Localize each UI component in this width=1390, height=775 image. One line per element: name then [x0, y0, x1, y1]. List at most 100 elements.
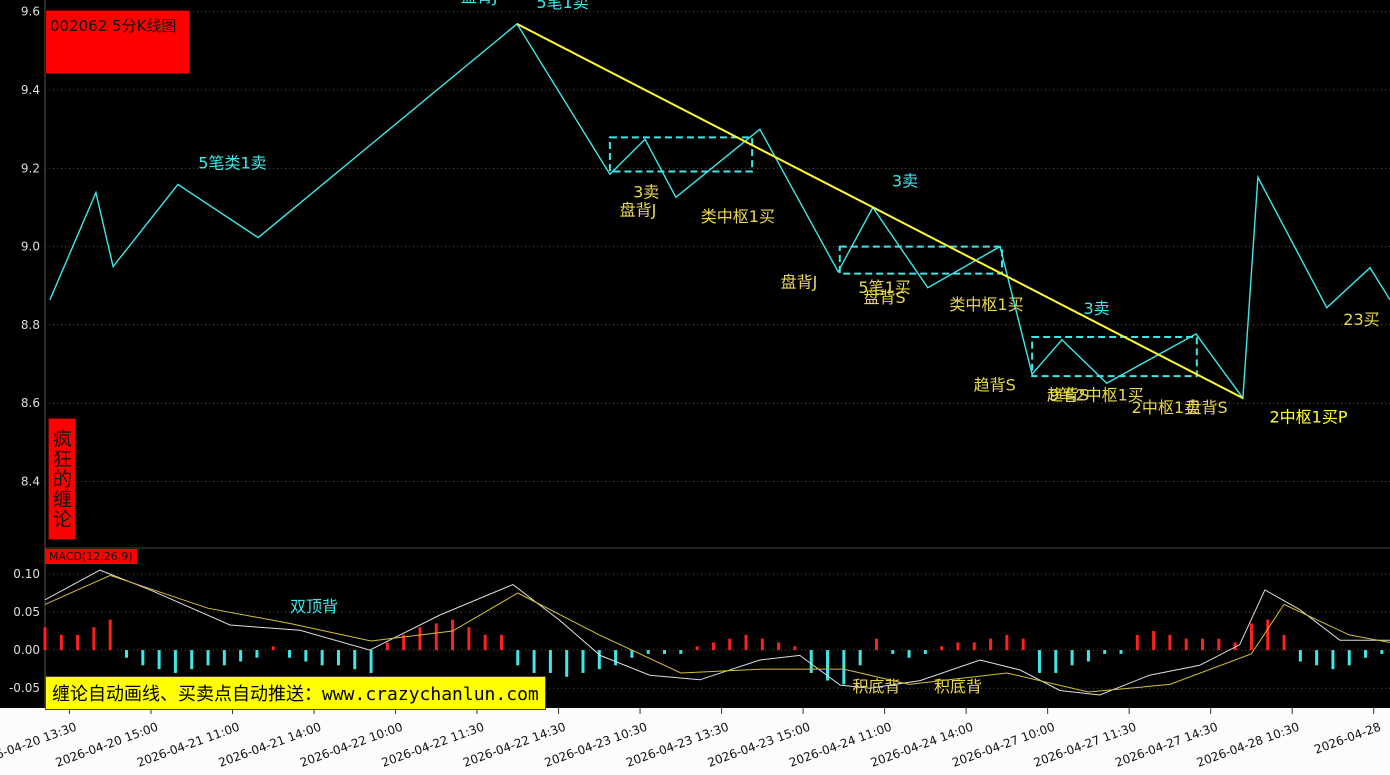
macd-bar	[744, 634, 748, 651]
macd-bar	[320, 650, 324, 666]
macd-bar	[956, 642, 960, 651]
macd-bar	[874, 638, 878, 651]
macd-bar	[402, 634, 406, 651]
macd-bar	[565, 650, 569, 677]
macd-bar	[1266, 619, 1270, 651]
macd-bar	[369, 650, 373, 673]
y-tick-label: 0.10	[13, 567, 40, 581]
macd-bar	[809, 650, 813, 673]
macd-bar	[663, 650, 667, 654]
macd-bar	[288, 650, 292, 658]
macd-bar	[1054, 650, 1058, 673]
macd-bar	[646, 650, 650, 654]
annotation: 23买	[1343, 310, 1379, 329]
macd-bar	[1005, 634, 1009, 651]
macd-bar	[76, 634, 80, 651]
macd-bar	[1086, 650, 1090, 662]
annotation: 5笔类1卖	[198, 153, 266, 172]
y-tick-label: 0.00	[13, 643, 40, 657]
macd-bar	[1021, 638, 1025, 651]
y-tick-label: -0.05	[9, 681, 40, 695]
macd-bar	[1364, 650, 1368, 658]
indicator-title: MACD(12,26,9)	[45, 549, 137, 564]
macd-bar	[858, 650, 862, 666]
macd-bar	[581, 650, 585, 673]
hub-box	[608, 136, 754, 173]
macd-bar	[842, 650, 846, 685]
y-tick-label: 9.6	[21, 5, 40, 19]
macd-bar	[989, 638, 993, 651]
macd-bar	[711, 642, 715, 651]
plot-background	[0, 0, 1390, 708]
macd-bar	[1037, 650, 1041, 673]
macd-bar	[353, 650, 357, 670]
macd-bar	[271, 646, 275, 651]
macd-bar	[125, 650, 129, 658]
macd-bar	[59, 634, 63, 651]
macd-bar	[483, 634, 487, 651]
macd-bar	[255, 650, 259, 658]
macd-bar	[940, 646, 944, 651]
macd-bar	[157, 650, 161, 670]
annotation: 盘背S	[1186, 398, 1228, 417]
macd-bar	[777, 642, 781, 651]
macd-bar	[418, 627, 422, 651]
annotation: 双顶背	[290, 597, 338, 616]
macd-bar	[548, 650, 552, 673]
hub-box	[1031, 336, 1198, 378]
macd-bar	[972, 642, 976, 651]
macd-bar	[92, 627, 96, 651]
y-tick-label: 9.2	[21, 161, 40, 175]
macd-bar	[222, 650, 226, 666]
macd-bar	[239, 650, 243, 662]
macd-bar	[1315, 650, 1319, 666]
macd-bar	[695, 646, 699, 651]
annotation: 3卖	[892, 172, 918, 191]
macd-bar	[1331, 650, 1335, 670]
annotation: 9笔2中枢1买	[1049, 385, 1144, 404]
macd-bar	[434, 623, 438, 651]
macd-bar	[1298, 650, 1302, 662]
macd-bar	[304, 650, 308, 662]
macd-bar	[1282, 634, 1286, 651]
hub-box	[838, 245, 1003, 275]
macd-bar	[532, 650, 536, 673]
y-tick-label: 8.8	[21, 318, 40, 332]
macd-bar	[630, 650, 634, 658]
macd-bar	[499, 634, 503, 651]
annotation: 类中枢1买	[949, 295, 1023, 314]
annotation: 盘背J	[781, 273, 818, 292]
macd-bar	[108, 619, 112, 651]
annotation: 2中枢1买P	[1269, 408, 1347, 427]
annotation: 2中枢1卖	[1132, 398, 1200, 417]
macd-bar	[1249, 623, 1253, 651]
macd-bar	[614, 650, 618, 666]
macd-bar	[1217, 638, 1221, 651]
macd-bar	[597, 650, 601, 670]
macd-line	[44, 569, 1390, 696]
macd-bar	[1070, 650, 1074, 666]
y-tick-label: 8.6	[21, 396, 40, 410]
macd-bar	[1347, 650, 1351, 666]
macd-bar	[1184, 638, 1188, 651]
annotation: 5笔1卖	[536, 0, 588, 12]
macd-bar	[826, 650, 830, 681]
annotation: 盘背J	[620, 200, 657, 219]
annotation: 盘背S	[864, 288, 906, 307]
macd-bar	[1201, 638, 1205, 651]
banner: 缠论自动画线、买卖点自动推送：www.crazychanlun.com	[45, 676, 546, 710]
side-label: 疯狂的缠论	[48, 418, 76, 540]
macd-bar	[923, 650, 927, 654]
macd-bar	[1152, 631, 1156, 651]
annotation: 3卖	[633, 183, 659, 202]
macd-bar	[336, 650, 340, 666]
macd-bar	[679, 650, 683, 654]
annotation: 盘背J	[461, 0, 498, 6]
macd-line	[44, 574, 1390, 693]
macd-bar	[1119, 650, 1123, 654]
macd-bar	[516, 650, 520, 666]
x-tick-label: 2026-04-28	[1312, 720, 1382, 757]
y-tick-label: 9.4	[21, 83, 40, 97]
